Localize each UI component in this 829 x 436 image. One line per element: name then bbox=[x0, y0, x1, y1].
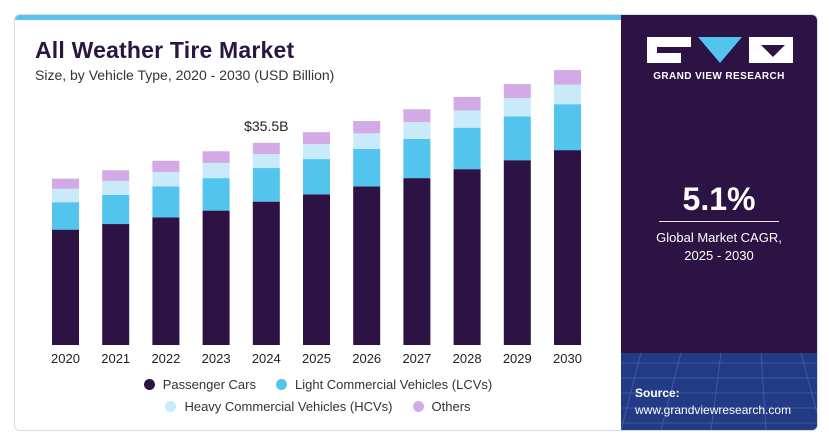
bar-segment-passenger-cars-2021 bbox=[102, 224, 130, 345]
bar-segment-others-2022 bbox=[152, 160, 180, 172]
cagr-label-line2: 2025 - 2030 bbox=[684, 248, 754, 263]
bar-segment-lcv-2030 bbox=[554, 104, 581, 151]
cagr-label: Global Market CAGR, 2025 - 2030 bbox=[639, 229, 799, 265]
bar-segment-others-2024 bbox=[252, 142, 280, 155]
legend-swatch-hcv bbox=[165, 401, 177, 412]
bar-segment-passenger-cars-2020 bbox=[52, 229, 79, 345]
summary-panel: GRAND VIEW RESEARCH 5.1% Global Market C… bbox=[621, 15, 817, 430]
bar-segment-passenger-cars-2025 bbox=[303, 194, 330, 345]
bar-segment-others-2025 bbox=[303, 132, 330, 144]
x-tick-label-2029: 2029 bbox=[503, 351, 532, 366]
bar-segment-lcv-2024 bbox=[252, 168, 280, 202]
bar-segment-lcv-2027 bbox=[403, 138, 431, 179]
bar-segment-hcv-2022 bbox=[152, 171, 180, 187]
bar-segment-hcv-2021 bbox=[102, 180, 130, 195]
top-accent-bar bbox=[15, 15, 621, 20]
chart-card: All Weather Tire Market Size, by Vehicle… bbox=[14, 14, 818, 431]
bar-segment-others-2020 bbox=[52, 178, 79, 189]
bar-segment-passenger-cars-2027 bbox=[403, 178, 431, 345]
bar-segment-hcv-2029 bbox=[503, 98, 531, 117]
legend-label-hcv: Heavy Commercial Vehicles (HCVs) bbox=[184, 399, 393, 414]
bar-segment-lcv-2022 bbox=[152, 186, 180, 218]
bar-segment-others-2030 bbox=[554, 70, 581, 85]
source-label: Source: bbox=[635, 386, 680, 400]
bar-segment-hcv-2025 bbox=[303, 143, 330, 160]
x-tick-label-2021: 2021 bbox=[101, 351, 130, 366]
x-tick-label-2030: 2030 bbox=[553, 351, 582, 366]
legend-swatch-lcv bbox=[275, 379, 287, 390]
legend-item-passenger-cars: Passenger Cars bbox=[143, 377, 256, 392]
legend-swatch-others bbox=[412, 401, 424, 412]
legend-label-lcv: Light Commercial Vehicles (LCVs) bbox=[294, 377, 493, 392]
legend-item-others: Others bbox=[412, 399, 471, 414]
bar-segment-passenger-cars-2030 bbox=[554, 150, 581, 345]
bar-segment-lcv-2025 bbox=[303, 159, 330, 195]
bar-segment-passenger-cars-2029 bbox=[503, 160, 531, 345]
source-block: Source: www.grandviewresearch.com bbox=[621, 353, 817, 430]
bar-segment-hcv-2030 bbox=[554, 84, 581, 105]
bar-segment-passenger-cars-2024 bbox=[252, 201, 280, 345]
bar-segment-others-2021 bbox=[102, 170, 130, 181]
legend-label-others: Others bbox=[431, 399, 471, 414]
chart-title: All Weather Tire Market bbox=[35, 37, 295, 63]
bar-segment-hcv-2028 bbox=[453, 110, 481, 128]
bar-segment-passenger-cars-2023 bbox=[202, 210, 230, 345]
legend-row-2: Heavy Commercial Vehicles (HCVs) Others bbox=[15, 399, 621, 414]
bar-segment-lcv-2023 bbox=[202, 178, 230, 211]
bar-segment-hcv-2020 bbox=[52, 188, 79, 203]
x-tick-label-2022: 2022 bbox=[151, 351, 180, 366]
brand-name: GRAND VIEW RESEARCH bbox=[653, 71, 785, 82]
bar-segment-others-2026 bbox=[353, 121, 381, 134]
bar-segment-lcv-2026 bbox=[353, 149, 381, 187]
cagr-value: 5.1% bbox=[682, 181, 756, 217]
chart-subtitle: Size, by Vehicle Type, 2020 - 2030 (USD … bbox=[35, 67, 335, 83]
bar-segment-lcv-2029 bbox=[503, 116, 531, 161]
x-tick-label-2024: 2024 bbox=[252, 351, 281, 366]
x-tick-label-2025: 2025 bbox=[302, 351, 331, 366]
cagr-divider bbox=[659, 221, 779, 222]
x-tick-label-2027: 2027 bbox=[402, 351, 431, 366]
x-tick-label-2023: 2023 bbox=[202, 351, 231, 366]
bar-segment-passenger-cars-2026 bbox=[353, 186, 381, 345]
bar-segment-others-2027 bbox=[403, 109, 431, 123]
legend-row-1: Passenger Cars Light Commercial Vehicles… bbox=[15, 377, 621, 392]
bar-segment-passenger-cars-2022 bbox=[152, 217, 180, 345]
bar-segment-hcv-2024 bbox=[252, 154, 280, 169]
legend-swatch-passenger-cars bbox=[143, 379, 155, 390]
x-tick-label-2026: 2026 bbox=[352, 351, 381, 366]
data-label-2024: $35.5B bbox=[244, 118, 288, 134]
bar-segment-lcv-2020 bbox=[52, 202, 79, 230]
bar-segment-hcv-2027 bbox=[403, 122, 431, 139]
legend-item-hcv: Heavy Commercial Vehicles (HCVs) bbox=[165, 399, 393, 414]
bar-segment-lcv-2021 bbox=[102, 194, 130, 225]
bar-segment-others-2023 bbox=[202, 151, 230, 163]
stacked-bar-chart: 2020 2021 2022 2023 2024 $35.5B 2025 2026 2027 20… bbox=[51, 70, 582, 366]
source-url: www.grandviewresearch.com bbox=[635, 403, 792, 417]
legend-item-lcv: Light Commercial Vehicles (LCVs) bbox=[275, 377, 493, 392]
bar-segment-lcv-2028 bbox=[453, 127, 481, 170]
bar-segment-passenger-cars-2028 bbox=[453, 169, 481, 345]
bar-segment-others-2029 bbox=[503, 84, 531, 99]
chart-panel: All Weather Tire Market Size, by Vehicle… bbox=[15, 15, 621, 430]
source-background-pattern bbox=[621, 353, 817, 430]
legend-label-passenger-cars: Passenger Cars bbox=[162, 377, 256, 392]
bar-segment-others-2028 bbox=[453, 96, 481, 111]
x-tick-label-2028: 2028 bbox=[453, 351, 482, 366]
grand-view-research-logo bbox=[647, 37, 793, 63]
cagr-label-line1: Global Market CAGR, bbox=[656, 230, 782, 245]
bar-segment-hcv-2026 bbox=[353, 133, 381, 149]
x-tick-label-2020: 2020 bbox=[51, 351, 80, 366]
bar-segment-hcv-2023 bbox=[202, 163, 230, 179]
